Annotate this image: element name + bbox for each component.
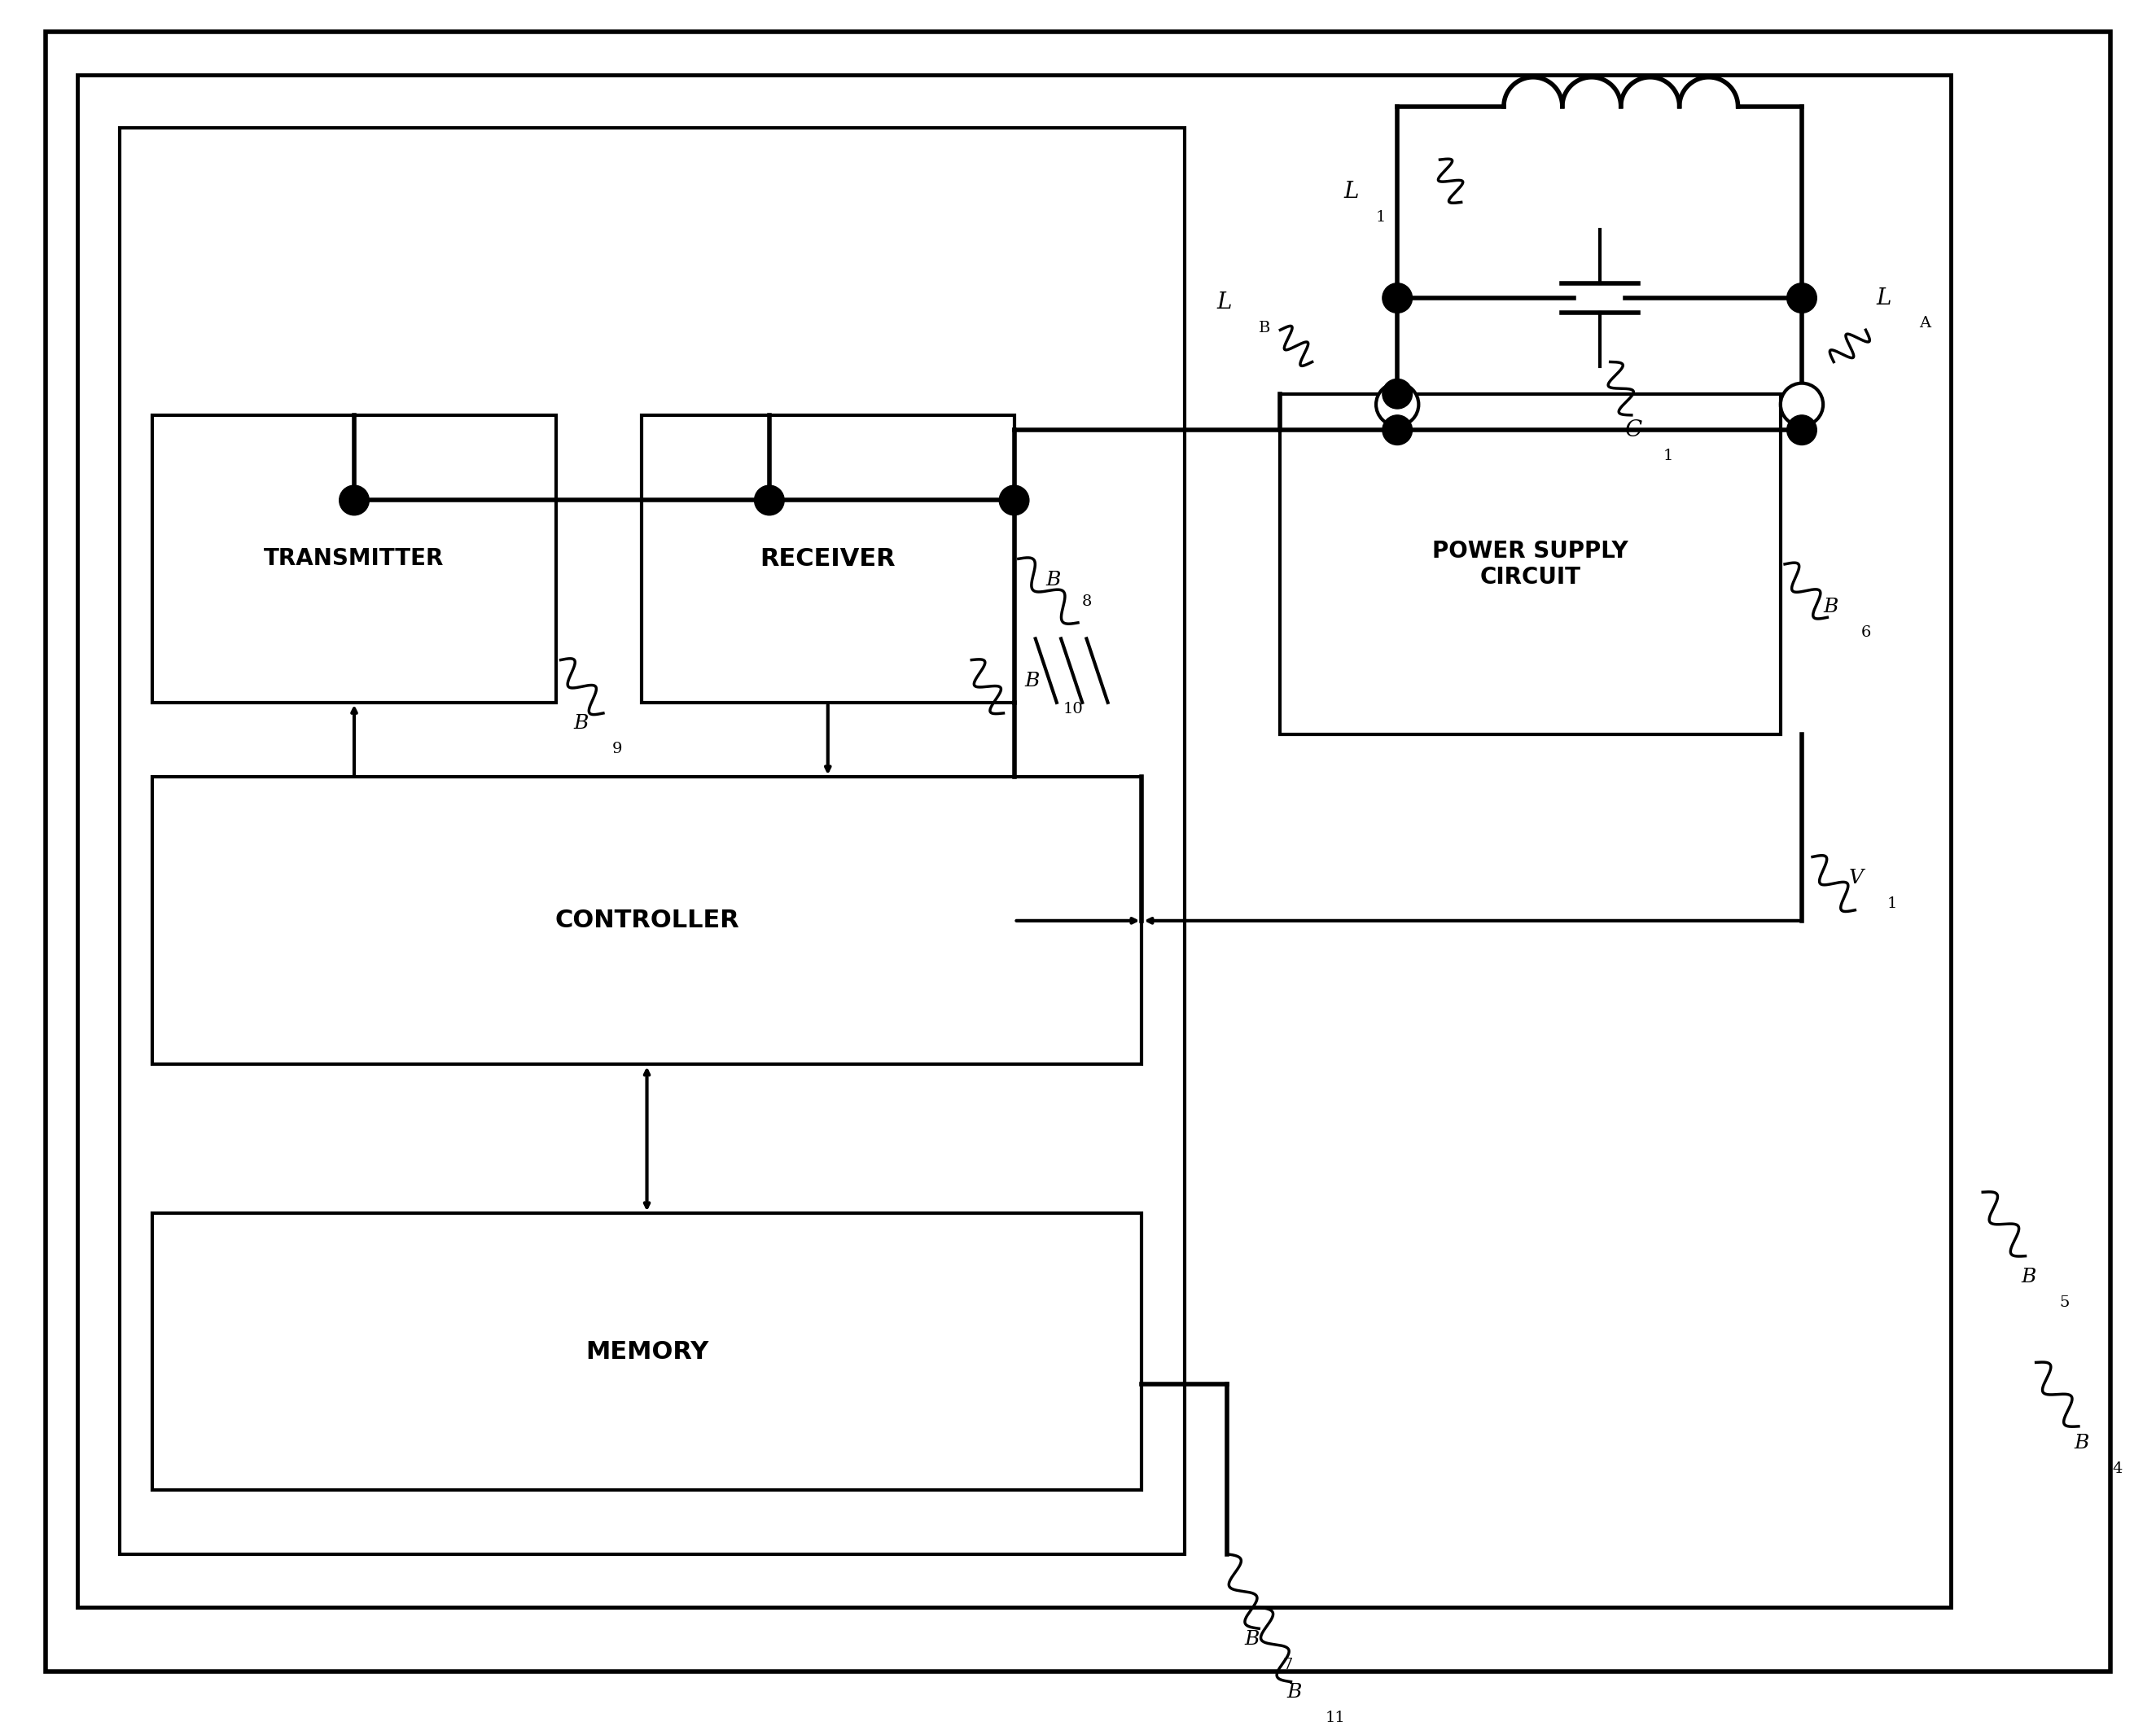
Text: 11: 11 <box>1326 1710 1345 1722</box>
Text: 1: 1 <box>1376 210 1386 224</box>
Text: L: L <box>1876 288 1891 308</box>
Circle shape <box>1376 384 1419 425</box>
Text: 8: 8 <box>1082 594 1093 608</box>
Text: RECEIVER: RECEIVER <box>761 548 895 570</box>
Text: 9: 9 <box>612 742 621 756</box>
Text: TRANSMITTER: TRANSMITTER <box>263 548 444 570</box>
Text: 7: 7 <box>1283 1657 1291 1672</box>
Bar <box>151 777 1143 1064</box>
Text: POWER SUPPLY
CIRCUIT: POWER SUPPLY CIRCUIT <box>1432 539 1628 589</box>
Circle shape <box>998 486 1028 515</box>
Circle shape <box>1787 282 1818 313</box>
Text: B: B <box>1244 1629 1259 1648</box>
Text: 10: 10 <box>1063 701 1082 716</box>
Bar <box>642 415 1013 703</box>
Text: B: B <box>573 715 589 734</box>
Circle shape <box>1781 384 1824 425</box>
Text: V: V <box>1848 870 1863 887</box>
Text: 5: 5 <box>2059 1295 2070 1310</box>
Text: B: B <box>1046 570 1061 589</box>
Circle shape <box>338 486 369 515</box>
Bar <box>121 127 1184 1553</box>
Text: B: B <box>2074 1434 2089 1453</box>
Text: 1: 1 <box>1886 897 1897 911</box>
Text: L: L <box>1343 181 1358 203</box>
Text: 1: 1 <box>1664 448 1673 463</box>
Text: B: B <box>1824 598 1839 616</box>
Text: L: L <box>1216 291 1231 313</box>
Text: 4: 4 <box>2113 1462 2124 1476</box>
Text: C: C <box>1626 418 1643 441</box>
Circle shape <box>1787 415 1818 444</box>
Text: CONTROLLER: CONTROLLER <box>554 909 740 933</box>
Text: 6: 6 <box>1861 625 1871 639</box>
Text: B: B <box>1259 320 1270 336</box>
Text: A: A <box>1919 317 1930 331</box>
Text: B: B <box>1024 672 1039 691</box>
Circle shape <box>755 486 785 515</box>
Bar <box>151 415 556 703</box>
Circle shape <box>1382 415 1412 444</box>
Text: B: B <box>2020 1267 2035 1286</box>
Bar <box>1281 394 1781 735</box>
Circle shape <box>1382 282 1412 313</box>
Bar <box>78 74 1951 1607</box>
Bar <box>151 1214 1143 1490</box>
Circle shape <box>1382 379 1412 408</box>
Text: B: B <box>1287 1682 1302 1701</box>
Text: MEMORY: MEMORY <box>584 1340 709 1364</box>
